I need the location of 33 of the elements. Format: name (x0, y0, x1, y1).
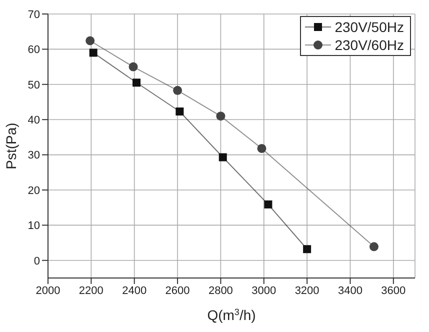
point (369, 242, 378, 252)
y-tick-label: 0 (34, 255, 40, 268)
x-tick-label: 2800 (208, 284, 233, 297)
x-tick-label: 2400 (122, 284, 147, 297)
y-tick-label: 20 (28, 184, 40, 197)
point (173, 86, 182, 95)
x-axis-title: Q(m$^{3}$/h) (207, 307, 256, 323)
point (86, 36, 95, 46)
point (303, 245, 312, 254)
point (176, 108, 184, 116)
point (264, 200, 272, 208)
x-tick-label: 3200 (294, 284, 320, 297)
y-tick-label: 50 (28, 79, 40, 92)
x-tick-label: 3000 (252, 284, 276, 297)
y-axis-title: Pst(Pa) (3, 122, 19, 170)
x-tick-label: 2000 (36, 284, 60, 297)
y-tick-label: 60 (28, 44, 40, 56)
point (128, 62, 138, 72)
y-tick-label: 40 (28, 114, 40, 127)
y-tick-label: 30 (28, 150, 40, 162)
legend-label: 230V/60Hz (334, 36, 404, 54)
x-tick-label: 2600 (165, 284, 190, 297)
point (216, 112, 226, 121)
x-tick-label: 2200 (78, 284, 104, 297)
point (257, 144, 266, 153)
y-tick-label: 10 (28, 220, 40, 232)
x-tick-label: 3600 (381, 284, 406, 297)
y-tick-label: 70 (28, 8, 40, 21)
x-tick-label: 3400 (338, 284, 362, 297)
point (89, 48, 98, 57)
point (132, 78, 141, 87)
point (218, 153, 227, 162)
legend-label: 230V/50Hz (334, 18, 404, 36)
